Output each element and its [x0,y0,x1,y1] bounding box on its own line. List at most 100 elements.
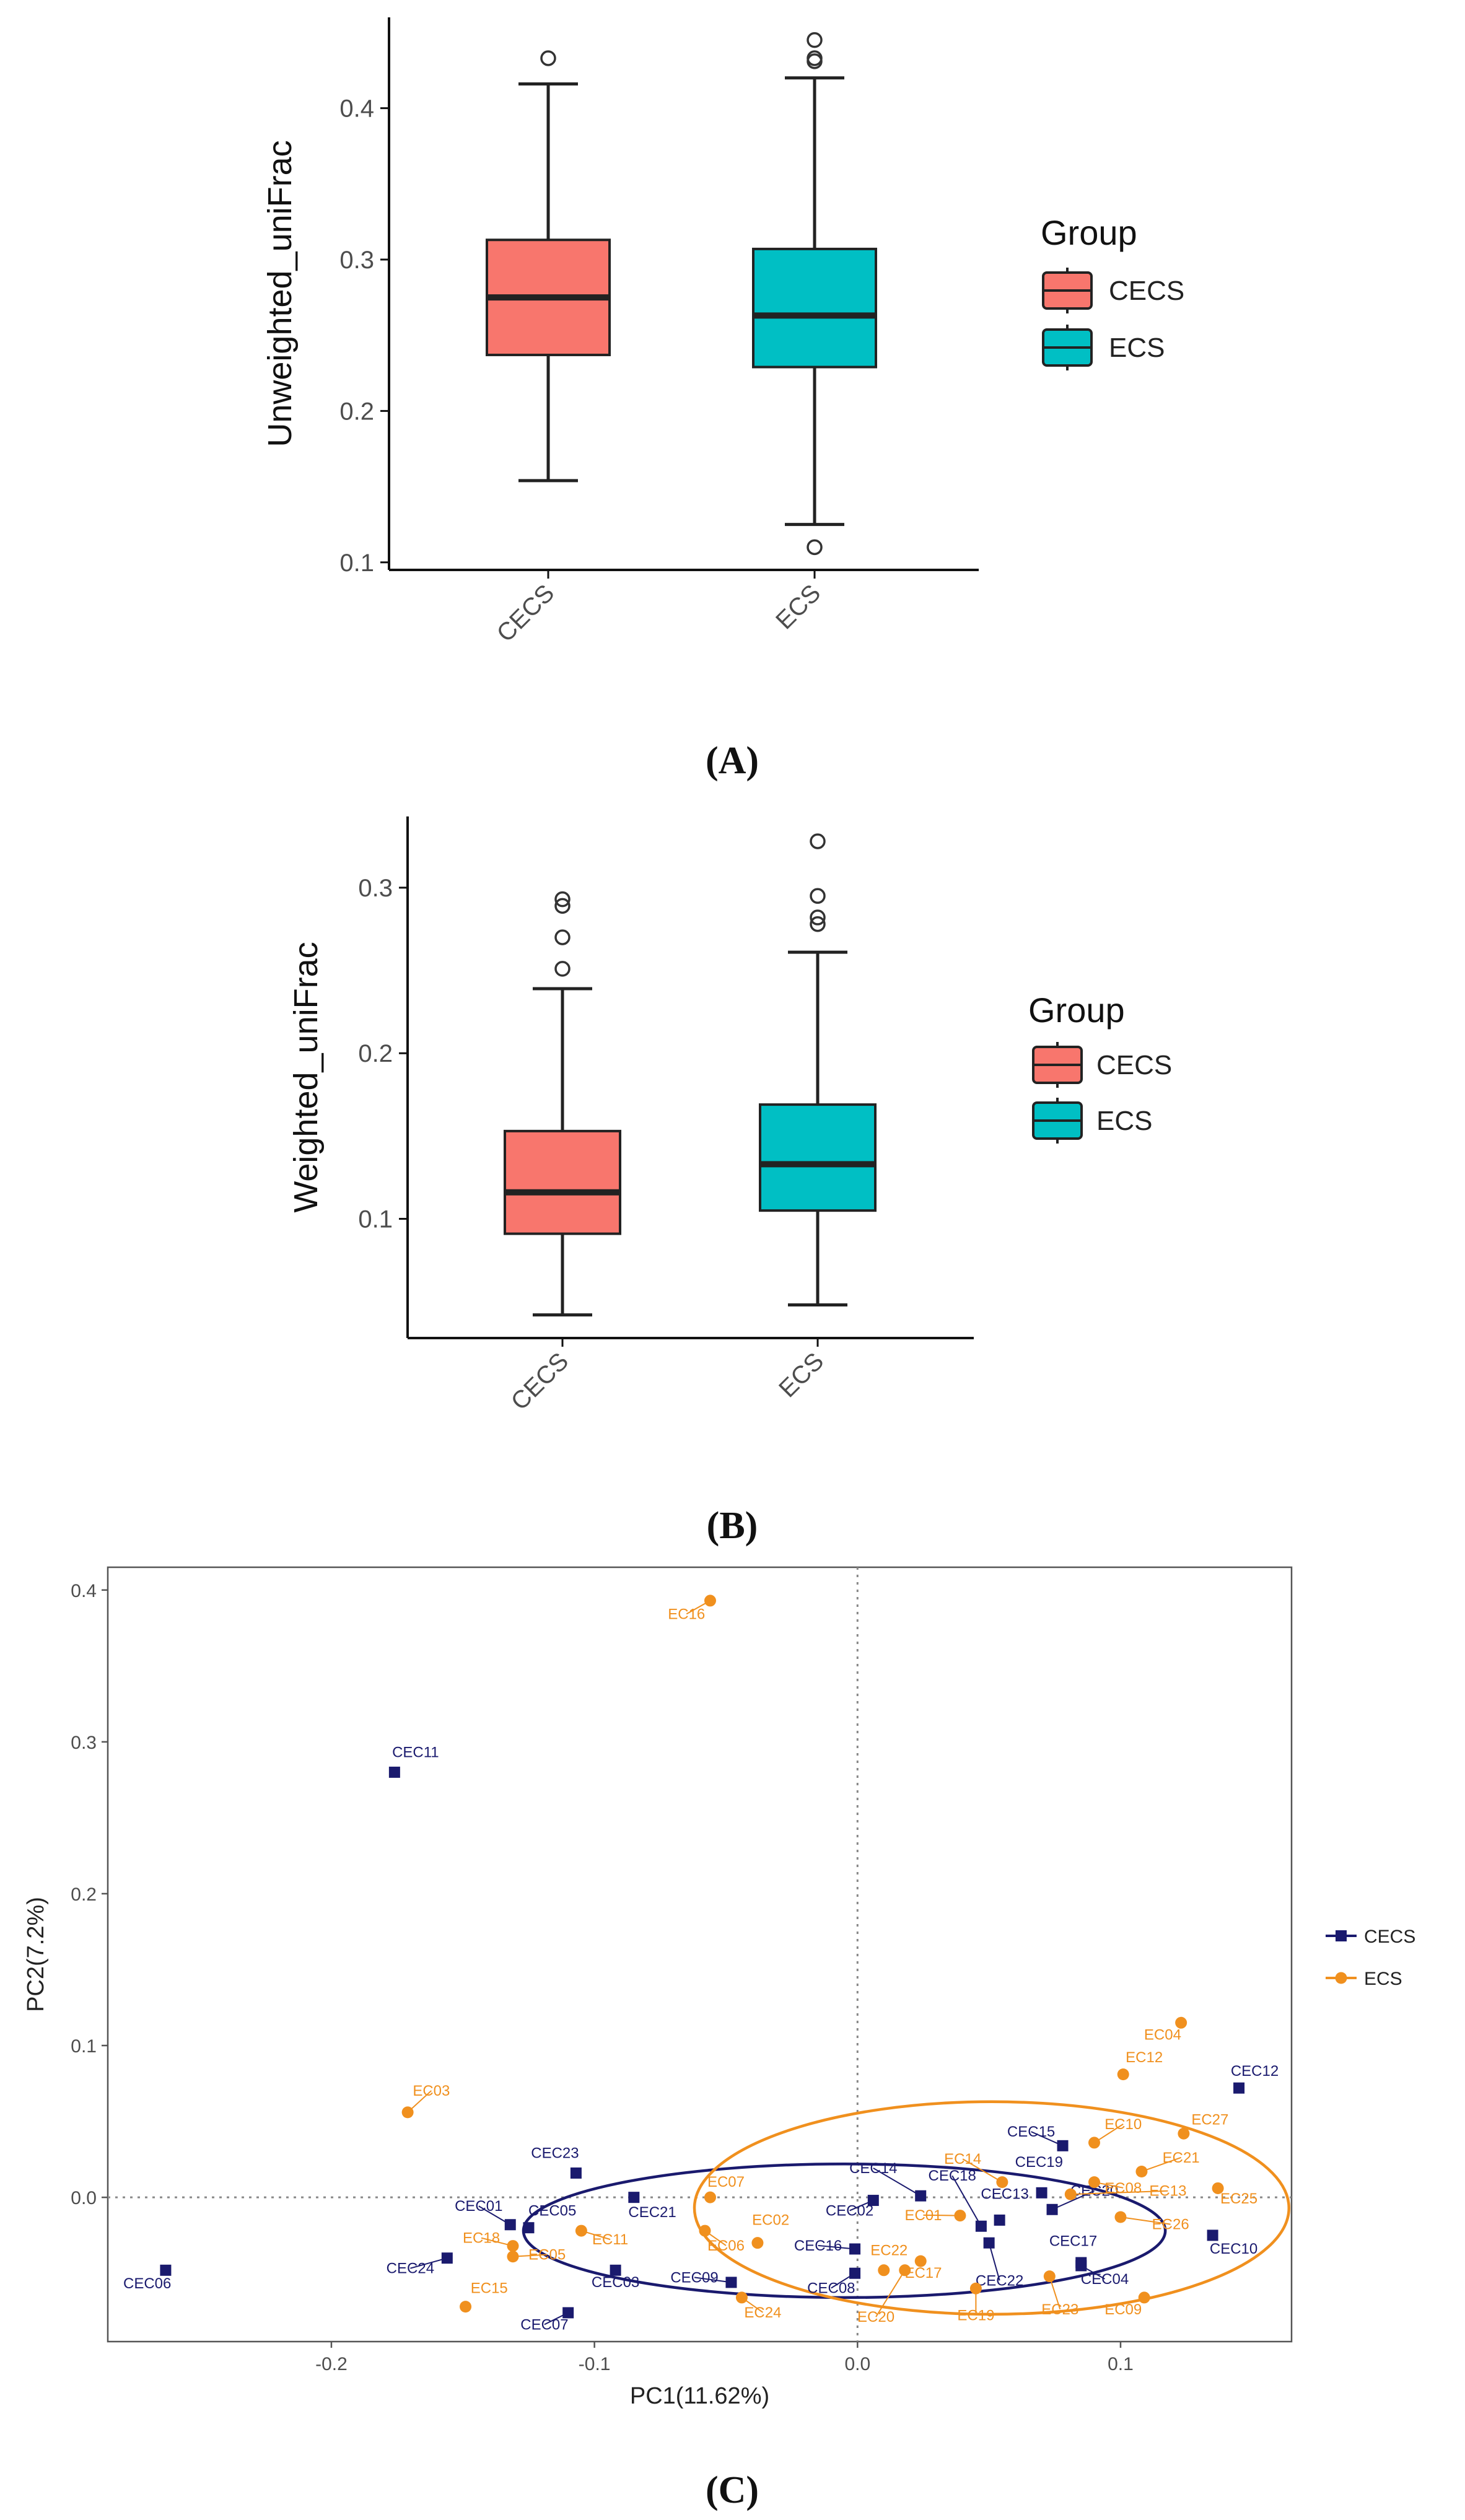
panel-a-y-tick-label: 0.2 [339,398,374,425]
panel-b-cecs-outlier [554,929,571,945]
panel-c-point-label: EC27 [1191,2112,1228,2128]
panel-c-x-tick-label: 0.1 [1108,2354,1134,2374]
panel-c-point-ecs [1043,2270,1056,2283]
panel-a-ecs-box [752,247,877,369]
panel-b-cecs-box [504,1129,621,1235]
panel-a-ecs-outlier [807,50,823,66]
panel-c-point-cecs [1233,2082,1245,2094]
panel-c-point-label: EC21 [1163,2150,1200,2166]
panel-b-y-tick-label: 0.1 [358,1206,393,1233]
panel-c-point-ecs [575,2225,587,2237]
panel-c-point-ecs [899,2264,911,2277]
panel-c-point-cecs [610,2264,621,2276]
panel-c-y-axis-label: PC2(7.2%) [23,1897,49,2012]
panel-c-point-label: CEC22 [976,2272,1023,2289]
panel-c-x-tick-label: -0.2 [315,2354,348,2374]
panel-c-label-leader [873,2168,921,2197]
panel-c-x-axis-label: PC1(11.62%) [630,2383,769,2409]
panel-c-legend-marker-cecs [1336,1930,1347,1941]
panel-c-point-ecs [460,2301,472,2313]
panel-a-ecs-outlier [807,32,823,48]
panel-c-point-ecs [1088,2137,1100,2149]
panel-a-x-tick-label: CECS [492,579,560,647]
panel-c-label-leader [1120,2216,1171,2225]
panel-c-point-ecs [1064,2188,1077,2200]
panel-c-label-leader [818,2244,855,2250]
panel-c-point-ecs [401,2106,414,2119]
panel-c-point-label: CEC03 [592,2274,639,2291]
panel-c-x-tick-label: -0.1 [579,2354,611,2374]
panel-c-point-ecs [1212,2182,1224,2194]
panel-c-point-label: EC19 [957,2308,994,2324]
panel-c-label-leader [923,2214,960,2216]
panel-c-point-label: EC20 [857,2309,894,2325]
panel-c-point-ecs [1175,2016,1187,2029]
panel-b-ecs-outlier [810,916,826,932]
panel-c-ellipse-ecs [693,2100,1291,2316]
panel-a-legend-title: Group [1041,213,1137,252]
panel-c-x-tick-label: 0.0 [844,2354,870,2374]
panel-c-point-label: EC22 [870,2242,907,2259]
panel-c-legend-label-cecs: CECS [1364,1927,1415,1947]
panel-c-point-ecs [996,2176,1008,2189]
panel-b-y-axis-label: Weighted_uniFrac [287,942,325,1212]
panel-c-point-label: CEC12 [1231,2063,1279,2080]
panel-c-point-ecs [969,2282,982,2295]
panel-c-point-ecs [1138,2291,1150,2304]
panel-c-point-cecs [388,1766,400,1778]
panel-c-point-ecs [1114,2211,1127,2223]
panel-c-point-label: CEC18 [928,2168,976,2184]
panel-c-plot-frame [107,1566,1293,2343]
panel-c-point-ecs [1117,2068,1129,2081]
panel-c-point-label: EC01 [904,2207,942,2224]
panel-a-boxplot: 0.1 0.2 0.3 0.4 Unweighted_uniFrac CECS ECS Gro… [261,17,1184,647]
panel-c-point-label: CEC11 [392,1744,439,1761]
panel-c-point-ecs [507,2251,519,2263]
panel-c-point-label: CEC15 [1007,2124,1055,2140]
panel-b-ecs-outlier [810,888,826,904]
panel-c-point-label: CEC17 [1049,2233,1097,2250]
panel-c-point-cecs [867,2195,879,2207]
panel-c-point-label: EC11 [592,2231,628,2248]
panel-c-point-label: CEC14 [849,2160,897,2177]
panel-c-point-label: CEC24 [387,2260,434,2277]
panel-a-y-tick-label: 0.3 [339,247,374,274]
panel-c-point-cecs [725,2277,737,2288]
panel-c-y-tick-label: 0.1 [71,2036,97,2057]
panel-c-point-ecs [954,2210,966,2222]
panel-c-point-label: EC16 [668,1606,705,1622]
panel-c-point-label: CEC21 [628,2204,676,2221]
panel-c-point-cecs [628,2192,640,2203]
panel-c-point-label: EC24 [744,2304,781,2321]
panel-b-cecs-outlier [554,898,571,914]
panel-b-cecs-outlier [554,891,571,908]
panel-c-point-label: EC03 [413,2083,450,2099]
panel-c-point-cecs [504,2219,516,2231]
panel-c-point-label: EC25 [1220,2190,1257,2207]
panel-c-point-label: CEC19 [1015,2154,1063,2171]
panel-a-legend-label-cecs: CECS [1109,276,1184,306]
panel-c-point-label: CEC10 [1210,2241,1257,2257]
panel-c-point-label: EC04 [1144,2026,1181,2043]
panel-c-point-label: CEC01 [455,2198,502,2215]
panel-c-point-label: EC05 [528,2247,566,2264]
panel-a-label: (A) [706,740,759,782]
panel-b-y-tick-label: 0.2 [358,1040,393,1067]
panel-b-label: (B) [707,1505,758,1547]
panel-c-point-cecs [994,2214,1005,2226]
panel-c-point-cecs [1075,2260,1087,2272]
panel-a-y-axis-label: Unweighted_uniFrac [261,140,299,447]
panel-a-y-tick-label: 0.4 [339,95,374,123]
panel-c-point-cecs [1057,2140,1069,2151]
panel-b-ecs-outlier [810,833,826,849]
panel-c-point-ecs [1088,2176,1100,2189]
panel-c-point-label: CEC04 [1081,2271,1129,2288]
panel-c-legend-marker-ecs [1335,1972,1347,1984]
panel-c-label-leader [962,2158,1003,2183]
panel-c-point-label: EC02 [752,2212,789,2228]
panel-c-point-label: CEC08 [807,2280,855,2297]
panel-c-point-cecs [160,2264,172,2276]
panel-c-label: (C) [706,2469,759,2511]
panel-b-boxplot: 0.1 0.2 0.3 Weighted_uniFrac CECS ECS Group CEC… [287,816,1172,1415]
